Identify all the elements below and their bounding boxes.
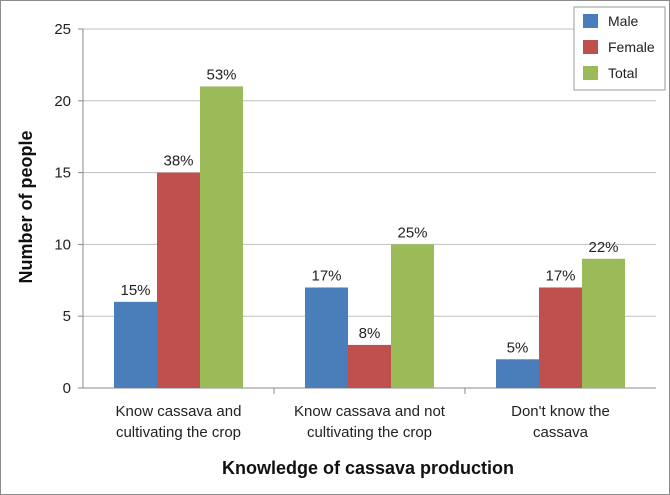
data-label: 5% [507, 339, 529, 356]
data-label: 25% [397, 224, 427, 241]
bar-female [539, 287, 582, 388]
data-labels: 15% 38% 53% 17% 8% 25% 5% 17% 22% [120, 66, 618, 356]
legend-swatch-total [583, 66, 598, 80]
y-tick-label: 20 [54, 93, 71, 110]
legend-label-total: Total [608, 65, 638, 81]
bar-male [114, 301, 157, 388]
x-category-label: cultivating the crop [116, 424, 241, 441]
y-tick-label: 15 [54, 165, 71, 182]
y-tick-label: 5 [63, 308, 71, 325]
data-label: 17% [545, 267, 575, 284]
bar-total [582, 258, 625, 388]
data-label: 17% [311, 267, 341, 284]
bar-total [200, 86, 243, 388]
x-category-label: Know cassava and not [294, 403, 446, 420]
data-label: 8% [359, 325, 381, 342]
bar-male [496, 359, 539, 388]
bar-total [391, 244, 434, 388]
y-tick-label: 25 [54, 21, 71, 38]
x-axis-title: Knowledge of cassava production [222, 458, 514, 478]
x-category-label: Don't know the [511, 403, 610, 420]
data-label: 38% [163, 153, 193, 170]
y-axis-title: Number of people [16, 130, 36, 283]
legend-swatch-female [583, 40, 598, 54]
bar-male [305, 287, 348, 388]
x-category-label: cassava [533, 424, 589, 441]
legend-swatch-male [583, 14, 598, 28]
data-label: 15% [120, 282, 150, 299]
legend: Male Female Total [573, 6, 666, 91]
legend-label-female: Female [608, 39, 655, 55]
data-label: 22% [588, 239, 618, 256]
bar-female [348, 344, 391, 388]
x-category-label: cultivating the crop [307, 424, 432, 441]
data-label: 53% [206, 66, 236, 83]
bar-female [157, 172, 200, 388]
legend-label-male: Male [608, 13, 639, 29]
y-tick-labels: 0 5 10 15 20 25 [54, 21, 71, 397]
x-category-labels: Know cassava and cultivating the crop Know… [116, 403, 610, 441]
x-category-label: Know cassava and [116, 403, 242, 420]
y-tick-label: 0 [63, 380, 71, 397]
y-tick-label: 10 [54, 236, 71, 253]
bars [114, 86, 625, 388]
